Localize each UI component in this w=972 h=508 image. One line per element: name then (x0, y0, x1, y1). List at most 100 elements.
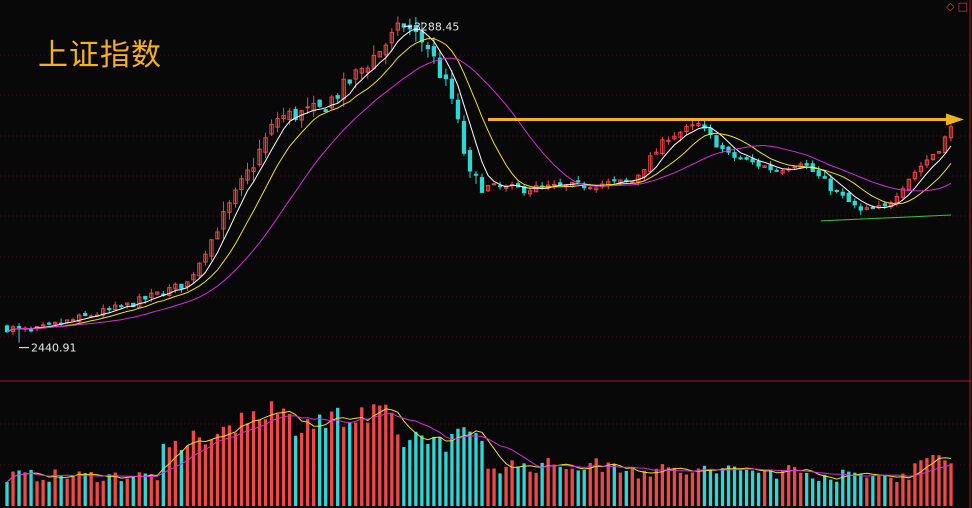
candle-body (173, 283, 178, 290)
candle-body (209, 239, 214, 257)
candle-body (684, 126, 689, 133)
volume-bar (432, 436, 436, 506)
volume-bar (348, 422, 352, 506)
candle-body (245, 169, 250, 181)
volume-bar (660, 464, 665, 506)
volume-bar (468, 431, 472, 506)
volume-bar (239, 412, 244, 506)
volume-bar (606, 462, 610, 506)
volume-bar (594, 458, 598, 506)
volume-bar (251, 411, 256, 506)
candle-body (912, 171, 918, 180)
volume-bar (859, 474, 863, 506)
volume-bar (576, 470, 580, 506)
candle-body (618, 179, 623, 183)
volume-bar (805, 472, 809, 506)
volume-bar (384, 404, 388, 506)
candle-body (708, 127, 713, 136)
candle-body (401, 23, 406, 28)
candle-body (227, 202, 232, 213)
candle-body (906, 178, 912, 191)
candle-body (317, 99, 322, 107)
candle-body (732, 152, 737, 158)
candle-body (822, 176, 827, 179)
candle-body (552, 183, 557, 186)
volume-bar (624, 470, 628, 506)
candle-body (425, 44, 431, 50)
volume-bar (450, 433, 454, 506)
candle-body (281, 115, 286, 119)
candle-body (251, 167, 256, 173)
volume-bar (5, 482, 9, 506)
volume-bar (354, 422, 358, 506)
diamond-icon[interactable]: ◇ (946, 0, 955, 13)
volume-bar (612, 464, 616, 506)
volume-bar (305, 419, 310, 506)
candle-body (431, 46, 437, 57)
volume-bar (233, 432, 238, 506)
volume-bar (330, 411, 334, 506)
volume-bar (35, 481, 39, 506)
volume-bar (901, 473, 905, 506)
candle-body (588, 187, 593, 190)
volume-bar (949, 463, 953, 506)
volume-bar (492, 468, 496, 506)
candle-body (347, 79, 352, 84)
volume-bar (131, 476, 135, 506)
candle-body (780, 170, 785, 174)
volume-bar (281, 408, 286, 506)
candle-body (389, 32, 394, 44)
candle-body (768, 164, 773, 171)
candle-body (527, 190, 533, 195)
volume-bar (732, 466, 737, 506)
ma5-line (6, 28, 952, 333)
candle-body (275, 118, 280, 128)
volume-bar (113, 472, 117, 506)
resistance-arrow-head (946, 113, 964, 126)
volume-bar (720, 468, 725, 506)
candle-body (840, 191, 845, 196)
candle-body (473, 173, 479, 176)
volume-bar (895, 482, 899, 506)
volume-bar (29, 469, 33, 506)
candle-body (323, 109, 328, 113)
volume-bar (414, 431, 418, 506)
volume-bar (780, 469, 785, 506)
volume-bar (378, 405, 382, 506)
volume-bar (648, 476, 653, 506)
volume-bar (877, 474, 881, 506)
volume-bar (318, 414, 322, 506)
square-icon[interactable]: □ (957, 0, 968, 13)
candle-body (449, 78, 455, 99)
volume-ma10-line (6, 413, 952, 483)
volume-bar (107, 474, 111, 506)
candle-body (40, 324, 46, 327)
candle-body (371, 54, 376, 69)
volume-bar (293, 435, 298, 506)
candle-body (263, 137, 268, 153)
volume-bar (149, 474, 153, 506)
volume-bar (101, 480, 105, 506)
support-line (820, 214, 952, 222)
candle-body (377, 51, 382, 58)
volume-bar (311, 428, 316, 506)
volume-bar (23, 472, 27, 506)
candle-body (918, 165, 924, 173)
volume-bar (173, 440, 178, 506)
candle-body (119, 305, 124, 308)
volume-bar (690, 472, 695, 506)
candle-body (461, 120, 467, 154)
candle-body (221, 211, 226, 230)
volume-bar (853, 472, 857, 506)
candle-body (900, 188, 906, 198)
volume-bar (185, 445, 190, 506)
volume-bar (197, 437, 202, 506)
candle-body (287, 110, 292, 121)
candle-body (858, 206, 863, 211)
candle-body (46, 322, 52, 325)
volume-bar (774, 478, 779, 506)
volume-bar (865, 477, 869, 506)
volume-bar (179, 449, 184, 506)
candle-body (293, 108, 298, 120)
candle-body (155, 291, 160, 295)
